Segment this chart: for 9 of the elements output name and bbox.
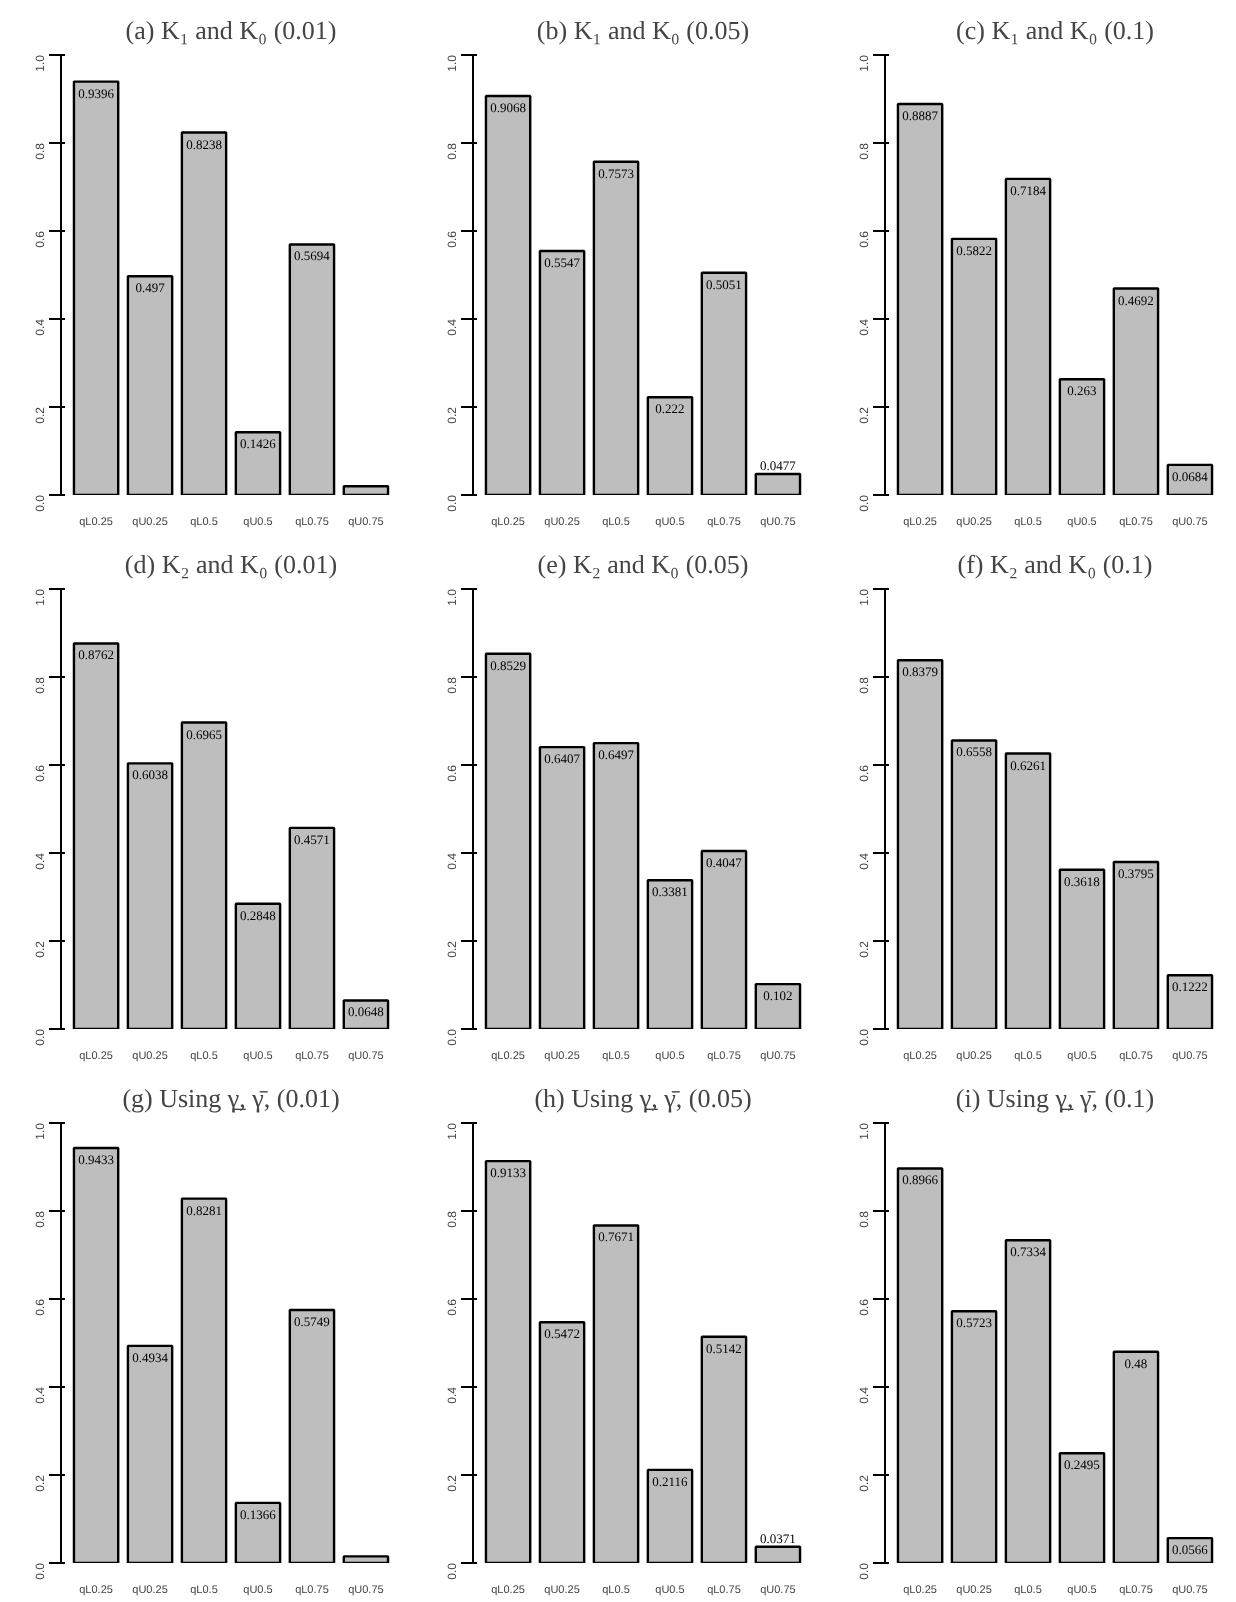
- chart-title: (i) Using γ̲, γ̄, (0.1): [955, 1083, 1155, 1113]
- chart-title: (g) Using γ̲, γ̄, (0.01): [122, 1083, 340, 1113]
- chart-title: (d) K₂ and K₀ (0.01): [124, 549, 338, 579]
- chart-title: (b) K₁ and K₀ (0.05): [536, 15, 750, 45]
- chart-title: (h) Using γ̲, γ̄, (0.05): [534, 1083, 752, 1113]
- chart-title: (a) K₁ and K₀ (0.01): [125, 15, 337, 45]
- chart-title: (f) K₂ and K₀ (0.1): [957, 549, 1153, 579]
- chart-title: (c) K₁ and K₀ (0.1): [956, 15, 1154, 45]
- chart-title: (e) K₂ and K₀ (0.05): [537, 549, 749, 579]
